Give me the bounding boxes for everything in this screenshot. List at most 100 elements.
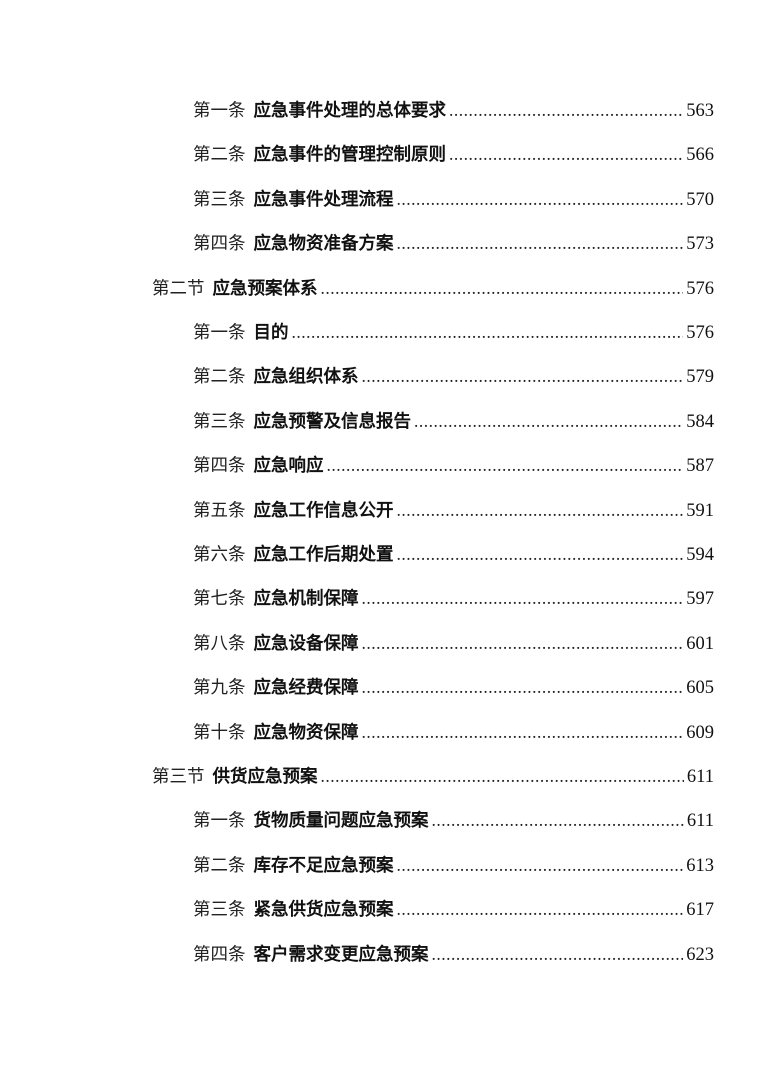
entry-page-number: 566 xyxy=(686,145,714,166)
entry-number: 第十条 xyxy=(193,722,246,743)
entry-number: 第七条 xyxy=(193,589,246,610)
entry-page-number: 611 xyxy=(686,811,714,832)
dot-leader xyxy=(449,144,683,165)
dot-leader xyxy=(432,944,684,965)
entry-title: 应急组织体系 xyxy=(253,367,359,388)
entry-page-number: 584 xyxy=(686,411,714,432)
entry-page-number: 623 xyxy=(686,944,714,965)
dot-leader xyxy=(292,322,684,343)
entry-page-number: 563 xyxy=(686,101,714,121)
entry-page-number: 609 xyxy=(686,722,714,743)
entry-page-number: 594 xyxy=(686,545,714,565)
entry-title: 应急事件处理的总体要求 xyxy=(253,101,447,121)
entry-page-number: 611 xyxy=(686,767,714,787)
entry-number: 第九条 xyxy=(193,678,246,699)
entry-number: 第一条 xyxy=(193,323,246,343)
entry-number: 第五条 xyxy=(193,500,246,521)
entry-page-number: 579 xyxy=(686,367,714,388)
entry-title: 客户需求变更应急预案 xyxy=(253,944,429,965)
entry-number: 第三条 xyxy=(193,411,246,432)
dot-leader xyxy=(397,233,684,254)
dot-leader xyxy=(432,810,684,831)
entry-title: 紧急供货应急预案 xyxy=(253,900,394,921)
entry-number: 第三节 xyxy=(152,767,205,787)
entry-page-number: 605 xyxy=(686,678,714,699)
dot-leader xyxy=(397,855,684,876)
dot-leader xyxy=(362,366,684,387)
entry-number: 第四条 xyxy=(193,944,246,965)
entry-title: 应急物资准备方案 xyxy=(253,234,394,255)
entry-number: 第三条 xyxy=(193,189,246,210)
entry-title: 应急机制保障 xyxy=(253,589,359,610)
dot-leader xyxy=(397,500,684,521)
dot-leader xyxy=(397,544,684,565)
entry-number: 第二节 xyxy=(152,278,205,299)
entry-page-number: 576 xyxy=(686,323,714,343)
entry-number: 第四条 xyxy=(193,456,246,477)
entry-title: 供货应急预案 xyxy=(212,767,318,787)
entry-page-number: 613 xyxy=(686,855,714,876)
entry-page-number: 573 xyxy=(686,234,714,255)
entry-page-number: 587 xyxy=(686,456,714,477)
entry-number: 第二条 xyxy=(193,855,246,876)
entry-title: 目的 xyxy=(253,323,289,343)
entry-number: 第六条 xyxy=(193,545,246,565)
entry-page-number: 591 xyxy=(686,500,714,521)
entry-number: 第八条 xyxy=(193,633,246,654)
entry-number: 第一条 xyxy=(193,811,246,832)
dot-leader xyxy=(362,722,684,743)
dot-leader xyxy=(397,189,684,210)
entry-number: 第二条 xyxy=(193,145,246,166)
entry-title: 应急预案体系 xyxy=(212,278,318,299)
entry-title: 应急预警及信息报告 xyxy=(253,411,412,432)
entry-title: 库存不足应急预案 xyxy=(253,855,394,876)
entry-number: 第三条 xyxy=(193,900,246,921)
entry-title: 应急响应 xyxy=(253,456,324,477)
dot-leader xyxy=(449,100,683,121)
dot-leader xyxy=(362,633,684,654)
entry-title: 应急工作后期处置 xyxy=(253,545,394,565)
entry-number: 第四条 xyxy=(193,234,246,255)
entry-number: 第二条 xyxy=(193,367,246,388)
dot-leader xyxy=(321,278,684,299)
entry-page-number: 570 xyxy=(686,189,714,210)
entry-title: 应急经费保障 xyxy=(253,678,359,699)
dot-leader xyxy=(397,899,684,920)
entry-title: 应急事件处理流程 xyxy=(253,189,394,210)
entry-page-number: 601 xyxy=(686,633,714,654)
entry-title: 应急物资保障 xyxy=(253,722,359,743)
entry-page-number: 576 xyxy=(686,278,714,299)
entry-title: 货物质量问题应急预案 xyxy=(253,811,429,832)
entry-page-number: 597 xyxy=(686,589,714,610)
entry-page-number: 617 xyxy=(686,900,714,921)
dot-leader xyxy=(321,766,684,787)
entry-title: 应急设备保障 xyxy=(253,633,359,654)
dot-leader xyxy=(362,677,684,698)
dot-leader xyxy=(362,588,684,609)
dot-leader xyxy=(327,455,684,476)
entry-title: 应急工作信息公开 xyxy=(253,500,394,521)
dot-leader xyxy=(414,411,683,432)
entry-number: 第一条 xyxy=(193,101,246,121)
entry-title: 应急事件的管理控制原则 xyxy=(253,145,447,166)
